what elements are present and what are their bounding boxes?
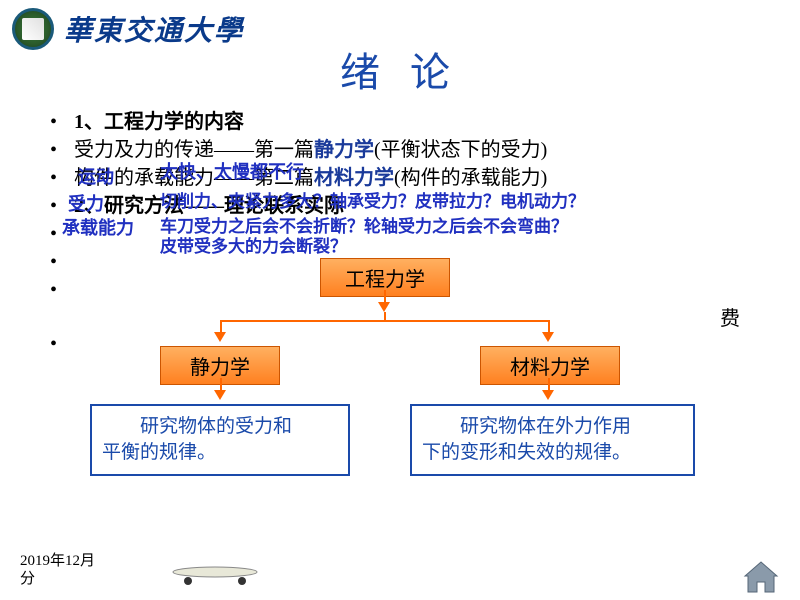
stray-cost-char: 费: [720, 302, 740, 331]
bullet-2: • 受力及力的传递——第一篇静力学(平衡状态下的受力): [50, 136, 750, 164]
bullet-3: • 构件的承载能力——第二篇材料力学(构件的承载能力): [50, 164, 750, 192]
bullet-empty-1: •: [50, 220, 750, 248]
diagram-left-desc: 研究物体的受力和 平衡的规律。: [90, 404, 350, 476]
diagram-right: 材料力学: [480, 346, 620, 385]
university-name: 華東交通大學: [64, 9, 244, 49]
bullet-1: • 1、工程力学的内容: [50, 108, 750, 136]
home-icon[interactable]: [742, 560, 780, 594]
hierarchy-diagram: 工程力学 静力学 材料力学 研究物体的受力和 平衡的规律。 研究物体在外力作用 …: [90, 258, 710, 538]
diagram-right-desc: 研究物体在外力作用 下的变形和失效的规律。: [410, 404, 695, 476]
university-logo-icon: [12, 8, 54, 50]
bullet-4: • 2、研究方法——理论联系实际: [50, 192, 750, 220]
footer-date: 2019年12月 分: [20, 552, 95, 588]
skateboard-icon: [170, 564, 260, 586]
